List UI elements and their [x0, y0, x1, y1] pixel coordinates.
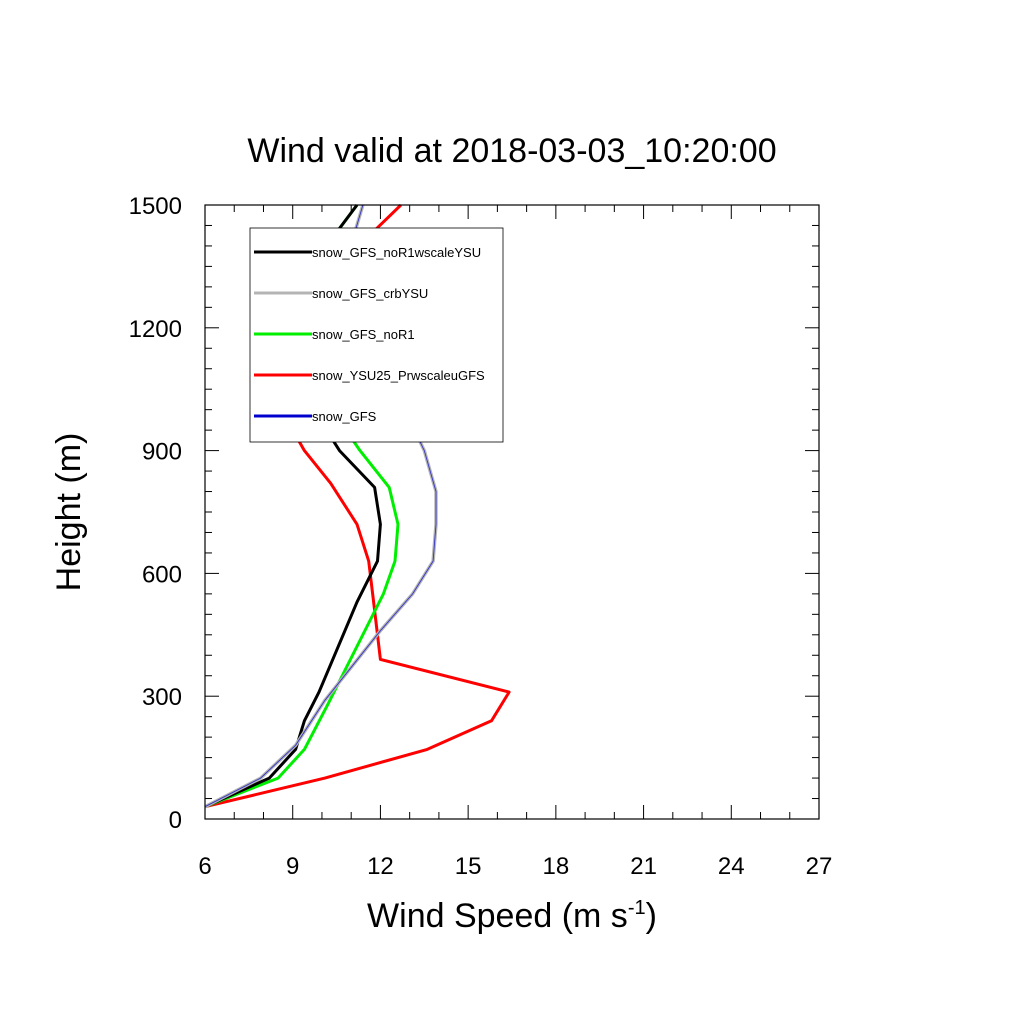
y-tick-label: 600: [142, 561, 182, 588]
legend-label: snow_GFS_crbYSU: [312, 286, 428, 301]
y-tick-label: 300: [142, 684, 182, 711]
ticks-layer: 6 9 12 15 18 21 24 27 0 300 600 900 1200 1500: [129, 193, 833, 880]
chart-title: Wind valid at 2018-03-03_10:20:00: [247, 132, 776, 170]
y-tick-label: 1200: [129, 316, 182, 343]
x-axis-title-main: Wind Speed (m s: [367, 897, 628, 935]
x-tick-label: 12: [367, 853, 394, 880]
x-tick-label: 27: [806, 853, 833, 880]
x-tick-label: 21: [630, 853, 657, 880]
x-tick-label: 15: [455, 853, 482, 880]
legend: snow_GFS_noR1wscaleYSU snow_GFS_crbYSUsno…: [249, 227, 504, 443]
x-tick-label: 9: [286, 853, 299, 880]
y-tick-label: 900: [142, 439, 182, 466]
x-tick-label: 24: [718, 853, 745, 880]
legend-label: snow_GFS_noR1wscaleYSU: [312, 245, 481, 260]
y-axis-title: Height (m): [50, 433, 88, 592]
x-axis-title-superscript: -1: [628, 897, 646, 919]
x-tick-label: 18: [543, 853, 570, 880]
y-tick-label: 0: [169, 807, 182, 834]
legend-label: snow_GFS_noR1: [312, 327, 415, 342]
y-tick-label: 1500: [129, 193, 182, 220]
x-tick-label: 6: [198, 853, 211, 880]
x-axis-title-suffix: ): [646, 897, 657, 935]
legend-label: snow_YSU25_PrwscaleuGFS: [312, 368, 485, 383]
x-axis-title: Wind Speed (m s-1): [367, 897, 657, 935]
legend-label: snow_GFS: [312, 409, 377, 424]
